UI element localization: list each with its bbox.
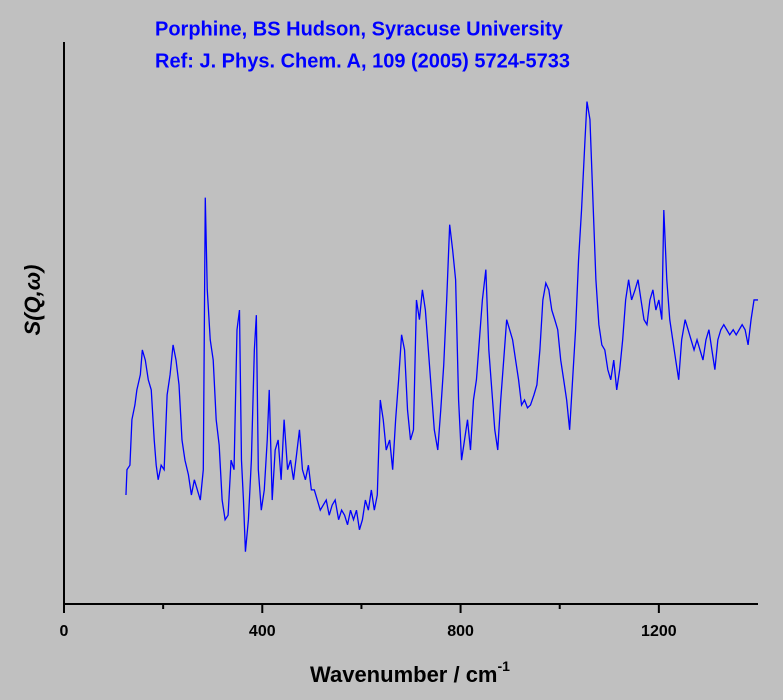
x-tick-label: 800	[447, 623, 474, 640]
x-tick-label: 1200	[641, 623, 677, 640]
x-tick-label: 0	[60, 623, 69, 640]
chart-title: Porphine, BS Hudson, Syracuse University	[155, 18, 564, 40]
x-axis-label: Wavenumber / cm-1	[310, 658, 510, 687]
x-axis-label-text: Wavenumber / cm	[310, 662, 497, 687]
x-axis-label-sup: -1	[498, 658, 511, 674]
x-tick-label: 400	[249, 623, 276, 640]
y-axis-label: S(Q,ω)	[20, 265, 45, 336]
data-line	[125, 101, 758, 552]
chart-subtitle: Ref: J. Phys. Chem. A, 109 (2005) 5724-5…	[155, 50, 570, 72]
